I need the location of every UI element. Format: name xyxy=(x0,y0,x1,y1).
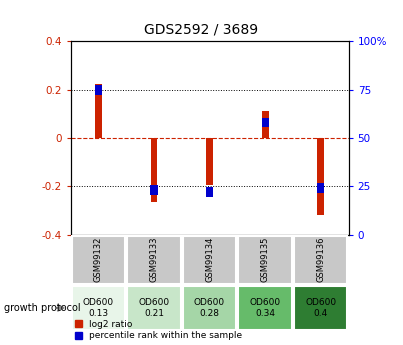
Legend: log2 ratio, percentile rank within the sample: log2 ratio, percentile rank within the s… xyxy=(75,320,243,341)
Bar xyxy=(72,286,125,330)
Bar xyxy=(95,85,102,95)
Bar xyxy=(206,138,213,185)
Text: OD600
0.4: OD600 0.4 xyxy=(305,298,337,318)
Bar xyxy=(239,236,292,284)
Bar xyxy=(95,83,102,138)
Text: GSM99136: GSM99136 xyxy=(316,237,325,282)
Bar xyxy=(72,236,125,284)
Bar xyxy=(183,286,236,330)
Bar xyxy=(183,236,236,284)
Text: growth protocol: growth protocol xyxy=(4,303,81,313)
Text: OD600
0.21: OD600 0.21 xyxy=(138,298,170,318)
Text: GSM99134: GSM99134 xyxy=(205,237,214,282)
Text: GSM99135: GSM99135 xyxy=(261,237,270,282)
Text: OD600
0.28: OD600 0.28 xyxy=(194,298,225,318)
Text: GSM99132: GSM99132 xyxy=(94,237,103,282)
Bar xyxy=(294,286,347,330)
Text: GSM99133: GSM99133 xyxy=(150,237,158,282)
Bar xyxy=(294,236,347,284)
Bar xyxy=(127,236,181,284)
Bar xyxy=(262,111,268,138)
Text: OD600
0.13: OD600 0.13 xyxy=(83,298,114,318)
Bar xyxy=(262,118,269,127)
Bar xyxy=(127,286,181,330)
Bar xyxy=(151,138,157,202)
Text: OD600
0.34: OD600 0.34 xyxy=(249,298,281,318)
Bar xyxy=(317,184,324,193)
Bar xyxy=(239,286,292,330)
Bar xyxy=(318,138,324,215)
Text: GDS2592 / 3689: GDS2592 / 3689 xyxy=(144,22,259,36)
Bar xyxy=(150,185,158,195)
Bar xyxy=(206,187,213,197)
